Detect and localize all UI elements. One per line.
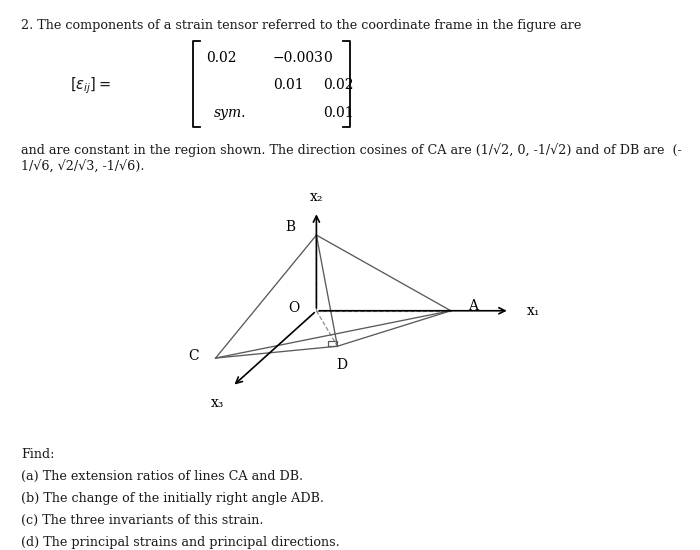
Text: O: O: [288, 301, 300, 315]
Text: x₃: x₃: [211, 396, 224, 410]
Text: B: B: [286, 220, 295, 234]
Text: Find:: Find:: [21, 448, 55, 461]
Text: 0.01: 0.01: [273, 78, 304, 92]
Text: (a) The extension ratios of lines CA and DB.: (a) The extension ratios of lines CA and…: [21, 470, 303, 483]
Text: $\left[\varepsilon_{ij}\right]=$: $\left[\varepsilon_{ij}\right]=$: [70, 75, 111, 96]
Text: sym.: sym.: [214, 106, 246, 120]
Text: (b) The change of the initially right angle ADB.: (b) The change of the initially right an…: [21, 492, 324, 505]
Text: x₁: x₁: [526, 304, 540, 318]
Text: and are constant in the region shown. The direction cosines of CA are (1/√2, 0, : and are constant in the region shown. Th…: [21, 143, 682, 157]
Text: 0.02: 0.02: [206, 51, 237, 65]
Text: C: C: [188, 349, 199, 362]
Text: 1/√6, √2/√3, -1/√6).: 1/√6, √2/√3, -1/√6).: [21, 160, 144, 173]
Text: 2. The components of a strain tensor referred to the coordinate frame in the fig: 2. The components of a strain tensor ref…: [21, 19, 582, 32]
Text: 0.01: 0.01: [323, 106, 354, 120]
Text: A: A: [468, 299, 477, 313]
Text: D: D: [336, 358, 347, 372]
Text: 0: 0: [323, 51, 332, 65]
Text: −0.003: −0.003: [273, 51, 324, 65]
Text: 0.02: 0.02: [323, 78, 354, 92]
Text: (c) The three invariants of this strain.: (c) The three invariants of this strain.: [21, 514, 263, 527]
Text: x₂: x₂: [309, 190, 323, 204]
Text: (d) The principal strains and principal directions.: (d) The principal strains and principal …: [21, 536, 340, 549]
